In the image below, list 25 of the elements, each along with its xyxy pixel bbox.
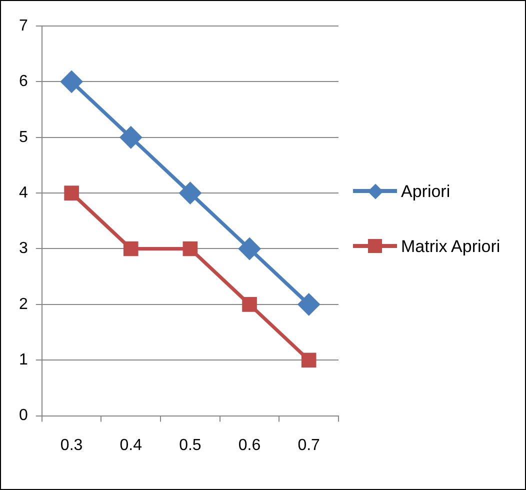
y-tick-label: 2 xyxy=(18,296,28,313)
legend-label: Apriori xyxy=(401,181,452,202)
x-tick-label: 0.3 xyxy=(60,436,83,454)
x-tick-label: 0.5 xyxy=(179,436,202,454)
x-tick-label: 0.6 xyxy=(238,436,261,454)
point xyxy=(301,352,316,368)
point xyxy=(242,297,257,312)
y-tick-label: 4 xyxy=(18,184,28,202)
point xyxy=(60,70,82,92)
y-tick-label: 3 xyxy=(18,240,28,258)
point xyxy=(182,241,198,256)
point xyxy=(123,241,138,256)
y-tick-label: 7 xyxy=(18,17,28,34)
point xyxy=(120,126,142,148)
legend-label: Matrix Apriori xyxy=(401,236,501,257)
y-tick-label: 1 xyxy=(18,352,28,369)
point xyxy=(179,182,201,204)
point xyxy=(64,186,79,200)
x-tick-label: 0.4 xyxy=(120,436,142,454)
y-tick-label: 0 xyxy=(18,407,28,424)
y-tick-label: 6 xyxy=(18,73,28,90)
point xyxy=(238,238,260,260)
x-tick-label: 0.7 xyxy=(298,436,320,454)
y-tick-label: 5 xyxy=(18,128,28,146)
point xyxy=(298,294,320,316)
